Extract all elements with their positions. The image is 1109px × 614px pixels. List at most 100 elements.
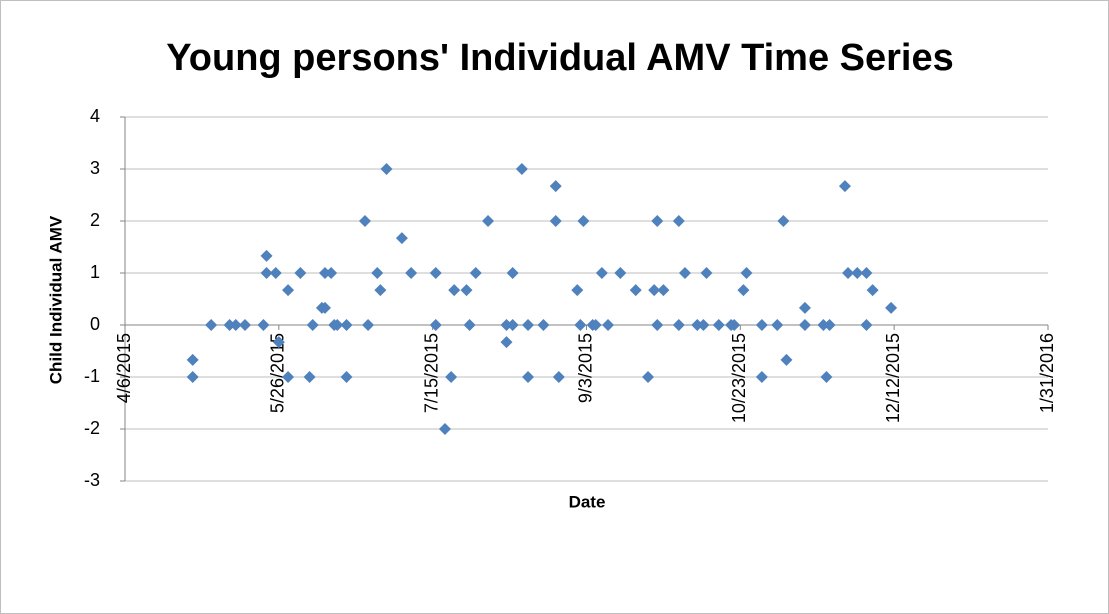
data-point	[595, 267, 608, 279]
data-point	[482, 215, 495, 227]
data-point	[282, 371, 295, 383]
data-point	[229, 319, 242, 331]
y-tick-label: 4	[90, 106, 100, 126]
data-point	[549, 180, 562, 193]
data-point	[602, 319, 615, 331]
data-point	[574, 319, 587, 331]
data-point	[771, 319, 784, 331]
data-point	[780, 353, 793, 366]
data-point	[294, 267, 307, 279]
data-point	[672, 215, 685, 227]
data-point	[260, 267, 273, 279]
data-point	[651, 319, 664, 331]
data-point	[552, 371, 565, 383]
x-tick-label: 4/6/2015	[114, 333, 134, 403]
x-tick-label: 1/31/2016	[1037, 333, 1057, 413]
data-point	[577, 215, 590, 227]
data-point	[866, 284, 879, 297]
data-point	[678, 267, 691, 279]
data-point	[777, 215, 790, 227]
x-tick-label: 5/26/2015	[268, 333, 288, 413]
data-point	[537, 319, 550, 331]
x-tick-label: 7/15/2015	[421, 333, 441, 413]
data-point	[522, 319, 535, 331]
data-point	[657, 284, 670, 297]
data-point	[318, 267, 331, 279]
data-point	[318, 301, 331, 314]
data-point	[445, 371, 458, 383]
data-point	[860, 267, 873, 279]
data-point	[737, 284, 750, 297]
data-point	[500, 336, 513, 349]
data-point	[269, 267, 282, 279]
data-point	[820, 371, 833, 383]
data-point	[500, 319, 513, 331]
data-point	[429, 319, 442, 331]
y-tick-label: -3	[84, 470, 100, 490]
data-point	[371, 267, 384, 279]
data-point	[257, 319, 270, 331]
y-tick-label: -2	[84, 418, 100, 438]
data-point	[755, 371, 768, 383]
data-point	[306, 319, 319, 331]
data-point	[629, 284, 642, 297]
y-axis-label: Child Individual AMV	[46, 215, 65, 384]
data-point	[460, 284, 473, 297]
data-point	[303, 371, 316, 383]
data-point	[700, 267, 713, 279]
x-tick-label: 12/12/2015	[883, 333, 903, 423]
y-tick-label: 2	[90, 210, 100, 230]
data-point	[205, 319, 218, 331]
data-point	[712, 319, 725, 331]
data-point	[506, 267, 519, 279]
data-point	[522, 371, 535, 383]
data-point	[838, 180, 851, 193]
y-tick-label: 3	[90, 158, 100, 178]
data-point	[798, 301, 811, 314]
data-point	[549, 215, 562, 227]
data-point	[325, 267, 338, 279]
data-point	[740, 267, 753, 279]
data-point	[798, 319, 811, 331]
data-point	[728, 319, 741, 331]
data-point	[405, 267, 418, 279]
data-point	[469, 267, 482, 279]
data-point	[860, 319, 873, 331]
data-point	[282, 284, 295, 297]
data-point	[186, 371, 199, 383]
data-point	[697, 319, 710, 331]
data-point	[506, 319, 519, 331]
chart-title: Young persons' Individual AMV Time Serie…	[166, 37, 954, 79]
data-point	[272, 336, 285, 349]
data-point	[463, 319, 476, 331]
data-point	[589, 319, 602, 331]
data-point	[842, 267, 855, 279]
data-point	[614, 267, 627, 279]
data-point	[642, 371, 655, 383]
data-point	[571, 284, 584, 297]
y-tick-label: 1	[90, 262, 100, 282]
data-point	[186, 353, 199, 366]
data-point	[438, 423, 451, 435]
data-point	[380, 163, 393, 175]
data-point	[691, 319, 704, 331]
x-axis-label: Date	[569, 492, 606, 511]
data-point	[672, 319, 685, 331]
y-tick-label: 0	[90, 314, 100, 334]
data-point	[362, 319, 375, 331]
data-point	[651, 215, 664, 227]
data-point	[374, 284, 387, 297]
data-point	[515, 163, 528, 175]
x-tick-label: 9/3/2015	[575, 333, 595, 403]
data-point	[823, 319, 836, 331]
y-tick-label: -1	[84, 366, 100, 386]
data-point	[648, 284, 661, 297]
data-point	[448, 284, 461, 297]
data-point	[340, 371, 353, 383]
data-point	[331, 319, 344, 331]
data-point	[755, 319, 768, 331]
data-point	[358, 215, 371, 227]
data-point	[885, 301, 898, 314]
